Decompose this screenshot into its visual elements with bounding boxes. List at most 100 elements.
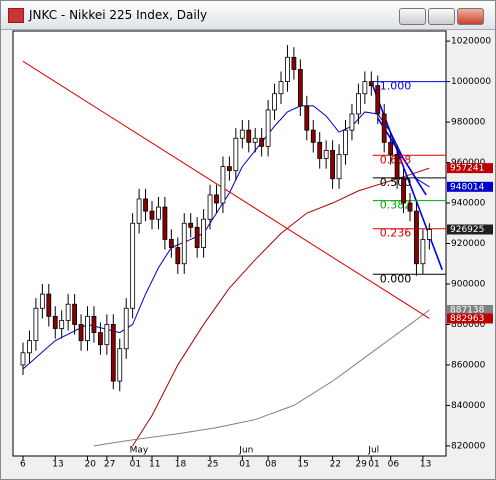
candle-body — [175, 247, 181, 265]
y-tick-label: 860000 — [451, 360, 486, 370]
candle-body — [46, 293, 52, 317]
candle-body — [343, 129, 348, 155]
candle-body — [59, 320, 65, 329]
x-tick-label: 13 — [52, 460, 63, 470]
y-tick-label: 960000 — [451, 158, 486, 168]
candle-body — [201, 218, 207, 248]
candle-body — [123, 307, 129, 350]
y-tick-label: 1000000 — [451, 77, 491, 87]
price-label-box — [447, 313, 493, 324]
x-tick-label: 20 — [85, 460, 97, 470]
candle-body — [194, 226, 200, 248]
candle-body — [285, 56, 290, 82]
indicator-line — [22, 60, 430, 319]
month-label: Jun — [238, 446, 253, 456]
x-tick-label: 18 — [175, 460, 187, 470]
x-tick-label: 29 — [355, 460, 367, 470]
candle-body — [246, 129, 252, 143]
candle-body — [188, 222, 194, 228]
price-label: 948014 — [450, 182, 485, 192]
month-label: Jul — [367, 446, 379, 456]
candle-body — [52, 315, 58, 329]
candle-body — [297, 69, 303, 107]
x-tick-label: 11 — [149, 460, 160, 470]
window-title: JNKC - Nikkei 225 Index, Daily — [29, 8, 208, 22]
y-tick-label: 920000 — [451, 239, 486, 249]
minimize-button[interactable] — [399, 8, 426, 25]
candle-body — [310, 129, 316, 143]
candle-body — [304, 105, 310, 131]
candle-body — [317, 141, 323, 159]
candle-body — [220, 166, 226, 204]
price-label: 926925 — [450, 225, 484, 235]
candle-body — [239, 129, 245, 139]
candle-body — [130, 222, 136, 309]
candle-body — [39, 293, 45, 309]
candle-body — [214, 194, 219, 204]
x-tick-label: 01 — [130, 460, 141, 470]
price-label-box — [447, 163, 493, 174]
candle-body — [98, 332, 103, 346]
fib-label: 0.000 — [380, 272, 412, 285]
candle-body — [110, 324, 116, 382]
candle-body — [330, 150, 336, 180]
candle-body — [78, 324, 84, 342]
price-label-box — [447, 305, 493, 316]
maximize-button[interactable] — [428, 8, 455, 25]
candle-body — [394, 154, 400, 180]
fib-label: 0.382 — [380, 199, 412, 212]
fib-label: 1.000 — [380, 80, 412, 93]
fib-label: 0.236 — [380, 227, 412, 240]
window-icon — [8, 8, 24, 23]
candle-body — [20, 352, 26, 366]
y-tick-label: 840000 — [451, 401, 486, 411]
close-button[interactable] — [457, 8, 484, 25]
x-tick-label: 13 — [420, 460, 431, 470]
candle-body — [156, 206, 161, 220]
indicator-line — [93, 309, 430, 447]
candle-body — [414, 210, 419, 265]
x-tick-label: 15 — [297, 460, 308, 470]
candle-body — [168, 239, 174, 248]
candle-body — [401, 178, 406, 204]
candle-body — [136, 198, 142, 224]
candle-body — [381, 113, 387, 143]
candle-body — [259, 137, 265, 147]
candle-body — [117, 348, 123, 382]
candle-body — [388, 141, 394, 155]
candle-body — [149, 210, 155, 220]
candle-body — [233, 137, 239, 172]
candle-body — [336, 154, 342, 180]
candle-body — [162, 206, 168, 240]
candle-body — [355, 93, 361, 115]
y-tick-label: 980000 — [451, 118, 486, 128]
price-label-box — [447, 181, 493, 192]
y-tick-label: 940000 — [451, 199, 486, 209]
x-tick-label: 27 — [104, 460, 115, 470]
candle-body — [426, 229, 432, 240]
candle-body — [181, 222, 187, 265]
candle-body — [91, 315, 97, 333]
candle-body — [291, 56, 297, 70]
candle-body — [226, 166, 232, 172]
y-tick-label: 820000 — [451, 441, 486, 451]
candle-body — [349, 113, 355, 131]
x-tick-label: 6 — [20, 460, 26, 470]
x-tick-label: 08 — [265, 460, 277, 470]
candle-body — [368, 81, 374, 87]
y-tick-label: 1020000 — [451, 37, 491, 47]
x-tick-label: 25 — [207, 460, 218, 470]
candle-body — [278, 81, 284, 95]
candle-body — [72, 303, 77, 325]
x-tick-label: 01 — [368, 460, 379, 470]
x-tick-label: 01 — [239, 460, 250, 470]
candle-body — [27, 340, 32, 354]
x-tick-label: 22 — [330, 460, 341, 470]
x-tick-label: 06 — [388, 460, 400, 470]
title-bar: JNKC - Nikkei 225 Index, Daily — [1, 1, 495, 30]
candle-body — [85, 315, 90, 342]
price-label: 882963 — [450, 314, 484, 324]
candle-body — [143, 198, 148, 212]
y-tick-label: 880000 — [451, 320, 486, 330]
